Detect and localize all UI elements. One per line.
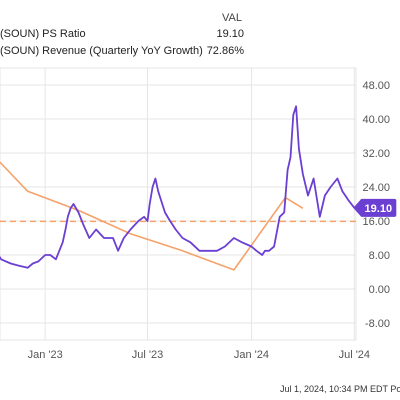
legend-series-value: 72.86%: [206, 45, 244, 57]
legend-row-ps-ratio[interactable]: (SOUN) PS Ratio 19.10: [0, 28, 400, 46]
value-label-bg: [360, 198, 397, 217]
series-line-soun-revenue-quarterly-yoy-growth: [0, 161, 304, 271]
legend-series-name: (SOUN) Revenue (Quarterly YoY Growth): [0, 45, 203, 57]
legend-val-header: VAL: [222, 12, 242, 24]
footer: Jul 1, 2024, 10:34 PM EDT Powe: [0, 384, 400, 398]
plot-frame: [0, 67, 357, 341]
legend-series-value: 19.10: [216, 28, 244, 40]
y-tick-label: 32.00: [362, 148, 390, 160]
x-tick-label: Jan '23: [28, 349, 63, 361]
legend-row-revenue-growth[interactable]: (SOUN) Revenue (Quarterly YoY Growth) 72…: [0, 45, 400, 63]
series-line-soun-ps-ratio: [0, 105, 356, 269]
y-tick-label: 8.00: [369, 250, 390, 262]
x-tick-label: Jan '24: [234, 349, 269, 361]
y-tick-label: 16.00: [362, 216, 390, 228]
value-label-pointer: [353, 198, 362, 217]
y-tick-label: -8.00: [365, 318, 390, 330]
legend-series-name: (SOUN) PS Ratio: [0, 28, 86, 40]
legend-header: VAL: [0, 12, 244, 28]
footer-timestamp: Jul 1, 2024, 10:34 PM EDT Powe: [280, 384, 400, 394]
y-tick-label: 0.00: [369, 284, 390, 296]
x-tick-label: Jul '23: [132, 349, 163, 361]
x-tick-label: Jul '24: [339, 349, 370, 361]
current-value-label: 19.10: [365, 203, 393, 215]
y-tick-label: 40.00: [362, 114, 390, 126]
y-tick-label: 24.00: [362, 182, 390, 194]
series-group: [0, 105, 356, 271]
y-tick-label: 48.00: [362, 80, 390, 92]
